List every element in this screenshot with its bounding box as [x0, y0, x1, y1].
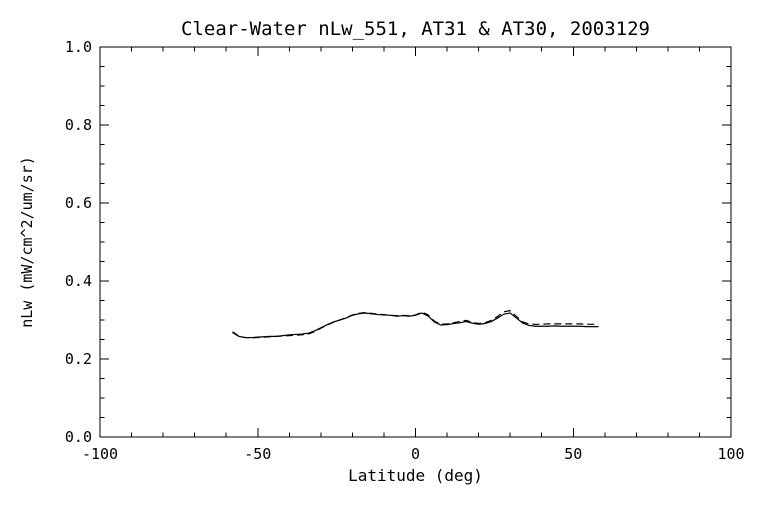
y-tick-label: 0.4 [65, 272, 92, 290]
x-tick-label: -100 [82, 445, 118, 463]
y-tick-label: 0.0 [65, 428, 92, 446]
x-axis-label: Latitude (deg) [348, 466, 483, 485]
series-line-AT31 [232, 312, 599, 339]
x-tick-label: 0 [411, 445, 420, 463]
series-line-AT30 [232, 309, 599, 339]
y-tick-label: 0.2 [65, 350, 92, 368]
y-tick-label: 0.8 [65, 116, 92, 134]
x-tick-label: -50 [244, 445, 271, 463]
x-tick-label: 100 [717, 445, 744, 463]
y-axis-label: nLw (mW/cm^2/um/sr) [18, 156, 36, 328]
chart-title: Clear-Water nLw_551, AT31 & AT30, 200312… [181, 18, 650, 40]
y-tick-label: 1.0 [65, 38, 92, 56]
y-tick-label: 0.6 [65, 194, 92, 212]
plot-frame [99, 46, 732, 438]
x-tick-label: 50 [564, 445, 582, 463]
